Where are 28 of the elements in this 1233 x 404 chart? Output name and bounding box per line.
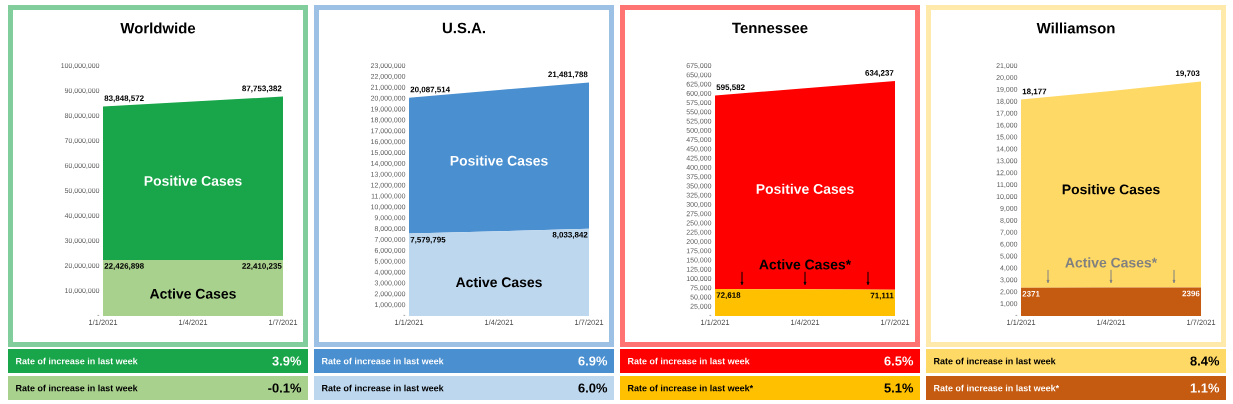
- text: -0.1%: [268, 383, 302, 393]
- series-label: Active Cases*: [1065, 257, 1158, 268]
- series-label: Positive Cases: [450, 155, 548, 166]
- text: 6.5%: [884, 356, 914, 366]
- text: Rate of increase in last week: [16, 384, 138, 392]
- text: 5.1%: [884, 383, 914, 393]
- chart-title: Tennessee: [732, 22, 808, 34]
- text: Rate of increase in last week: [628, 357, 750, 365]
- text: Rate of increase in last week*: [628, 384, 754, 392]
- text: 6.9%: [578, 356, 608, 366]
- series-label: Positive Cases: [1062, 184, 1160, 195]
- chart-title: Williamson: [1036, 22, 1115, 34]
- text: Rate of increase in last week: [322, 357, 444, 365]
- text: Rate of increase in last week: [934, 357, 1056, 365]
- text: Rate of increase in last week: [16, 357, 138, 365]
- series-label: Positive Cases: [144, 175, 242, 186]
- chart-title: U.S.A.: [442, 22, 485, 34]
- series-label: Active Cases: [149, 288, 236, 299]
- text: Rate of increase in last week*: [934, 384, 1060, 392]
- series-label: Positive Cases: [756, 183, 854, 194]
- series-label: Active Cases*: [759, 259, 852, 270]
- text: 6.0%: [578, 383, 608, 393]
- text: 8.4%: [1190, 356, 1220, 366]
- series-label: Active Cases: [455, 276, 542, 288]
- text: 1.1%: [1190, 383, 1220, 393]
- text: Rate of increase in last week: [322, 384, 444, 392]
- text: 3.9%: [272, 356, 302, 366]
- chart-title: Worldwide: [120, 22, 196, 34]
